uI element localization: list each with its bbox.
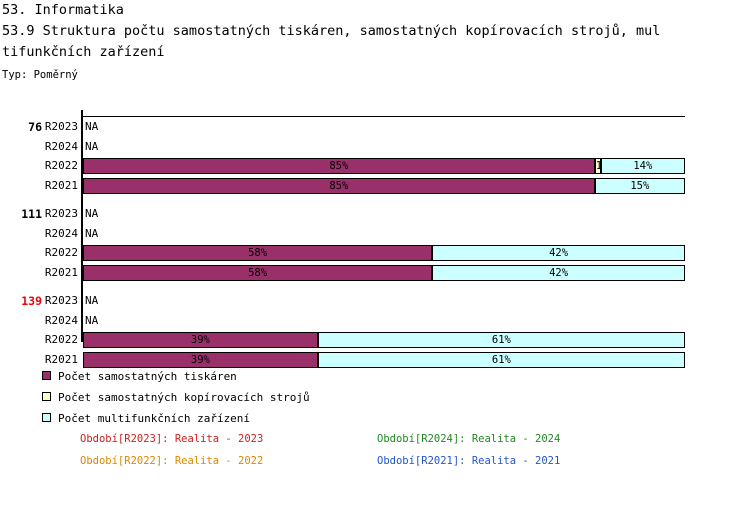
chart-row: R2021 85% 15% [0, 177, 750, 195]
row-na-text: NA [85, 226, 99, 240]
row-bar-track: 85% 15% [83, 177, 686, 195]
series-legend: Počet samostatných tiskáren Počet samost… [42, 366, 542, 429]
legend-label-printers: Počet samostatných tiskáren [58, 370, 237, 383]
chart-row: R2023 NA [0, 118, 750, 136]
chart-row: R2024 NA [0, 138, 750, 156]
bar-segment-label: 1 [596, 159, 600, 173]
row-bar-track: 85% 1 14% [83, 157, 686, 175]
chart-title-line-1: 53.9 Struktura počtu samostatných tiskár… [2, 23, 661, 39]
legend-label-copiers: Počet samostatných kopírovacích strojů [58, 391, 310, 404]
bar-segment-copiers: 1 [594, 158, 601, 174]
row-period-label: R2023 [44, 207, 78, 220]
bar-segment-printers: 58% [83, 245, 433, 261]
chart-row: R2022 85% 1 14% [0, 157, 750, 175]
row-na-text: NA [85, 313, 99, 327]
legend-item-printers: Počet samostatných tiskáren [42, 366, 542, 387]
bar-segment-label: 39% [190, 353, 210, 366]
chart-row: R2024 NA [0, 312, 750, 330]
bar-segment-label: 58% [248, 266, 268, 279]
bar-segment-printers: 58% [83, 264, 433, 281]
row-period-label: R2022 [44, 333, 78, 346]
legend-swatch-icon-printers [42, 371, 51, 380]
bar-segment-printers: 85% [83, 177, 595, 194]
row-period-label: R2024 [44, 226, 78, 240]
legend-swatch-icon-copiers [42, 392, 51, 401]
bar-segment-label: 58% [248, 247, 268, 259]
row-bar-track: 58% 42% [83, 244, 686, 262]
bar-segment-multifunction: 42% [432, 264, 685, 281]
row-period-label: R2023 [44, 120, 78, 133]
row-bar-track: 39% 61% [83, 331, 686, 349]
bar-segment-multifunction: 15% [594, 177, 685, 194]
period-label-r2023: Období[R2023]: Realita - 2023 [80, 433, 264, 445]
axis-top-line [82, 116, 685, 117]
row-period-label: R2023 [44, 294, 78, 307]
chapter-title: 53. Informatika [2, 2, 124, 18]
bar-segment-printers: 39% [83, 351, 318, 368]
axis-origin-tick [81, 110, 83, 118]
bar-segment-printers: 39% [83, 332, 318, 348]
row-bar-track: 39% 61% [83, 351, 686, 369]
bar-segment-multifunction: 61% [317, 332, 685, 348]
row-period-label: R2021 [44, 178, 78, 192]
legend-item-multifunction: Počet multifunkčních zařízení [42, 408, 542, 429]
axis-category-line [81, 116, 83, 342]
bar-segment-label: 14% [633, 160, 653, 172]
bar-segment-label: 61% [491, 353, 511, 366]
group-label-111: 111 [21, 207, 42, 221]
chart-row: R2021 58% 42% [0, 264, 750, 282]
legend-item-copiers: Počet samostatných kopírovacích strojů [42, 387, 542, 408]
period-legend: Období[R2023]: Realita - 2023 Období[R20… [80, 432, 680, 482]
legend-label-multifunction: Počet multifunkčních zařízení [58, 412, 251, 425]
chart-row: R2022 58% 42% [0, 244, 750, 262]
chart-row: R2021 39% 61% [0, 351, 750, 369]
row-bar-track: 58% 42% [83, 264, 686, 282]
row-na-text: NA [85, 120, 99, 133]
chart-row: R2023 NA [0, 292, 750, 310]
bar-segment-label: 85% [329, 179, 349, 192]
bar-segment-label: 42% [549, 247, 569, 259]
chart-plot-area: 76R2023NAR2024NAR202285%114%R202185%15%1… [0, 104, 750, 368]
chart-row: R2023 NA [0, 205, 750, 223]
row-period-label: R2022 [44, 159, 78, 172]
bar-segment-label: 15% [630, 179, 650, 192]
chart-row: R2024 NA [0, 225, 750, 243]
row-na-text: NA [85, 207, 99, 220]
chart-title-line-2: tifunkčních zařízení [2, 44, 165, 60]
group-label-139: 139 [21, 294, 42, 308]
row-na-text: NA [85, 139, 99, 153]
row-period-label: R2022 [44, 246, 78, 259]
bar-segment-printers: 85% [83, 158, 595, 174]
group-label-76: 76 [28, 120, 42, 134]
row-period-label: R2021 [44, 352, 78, 366]
period-label-r2024: Období[R2024]: Realita - 2024 [377, 433, 561, 445]
bar-segment-label: 85% [329, 160, 349, 172]
chart-header: 53. Informatika 53.9 Struktura počtu sam… [0, 0, 750, 82]
bar-segment-label: 61% [491, 334, 511, 346]
chart-type-label: Typ: Poměrný [2, 69, 78, 81]
chart-row: R2022 39% 61% [0, 331, 750, 349]
period-label-r2022: Období[R2022]: Realita - 2022 [80, 455, 264, 467]
row-period-label: R2024 [44, 313, 78, 327]
bar-segment-multifunction: 61% [317, 351, 685, 368]
row-na-text: NA [85, 294, 99, 307]
row-period-label: R2024 [44, 139, 78, 153]
row-period-label: R2021 [44, 265, 78, 279]
legend-swatch-icon-multifunction [42, 413, 51, 422]
bar-segment-multifunction: 42% [432, 245, 685, 261]
bar-segment-label: 42% [549, 266, 569, 279]
bar-segment-multifunction: 14% [600, 158, 685, 174]
period-label-r2021: Období[R2021]: Realita - 2021 [377, 455, 561, 467]
bar-segment-label: 39% [190, 334, 210, 346]
